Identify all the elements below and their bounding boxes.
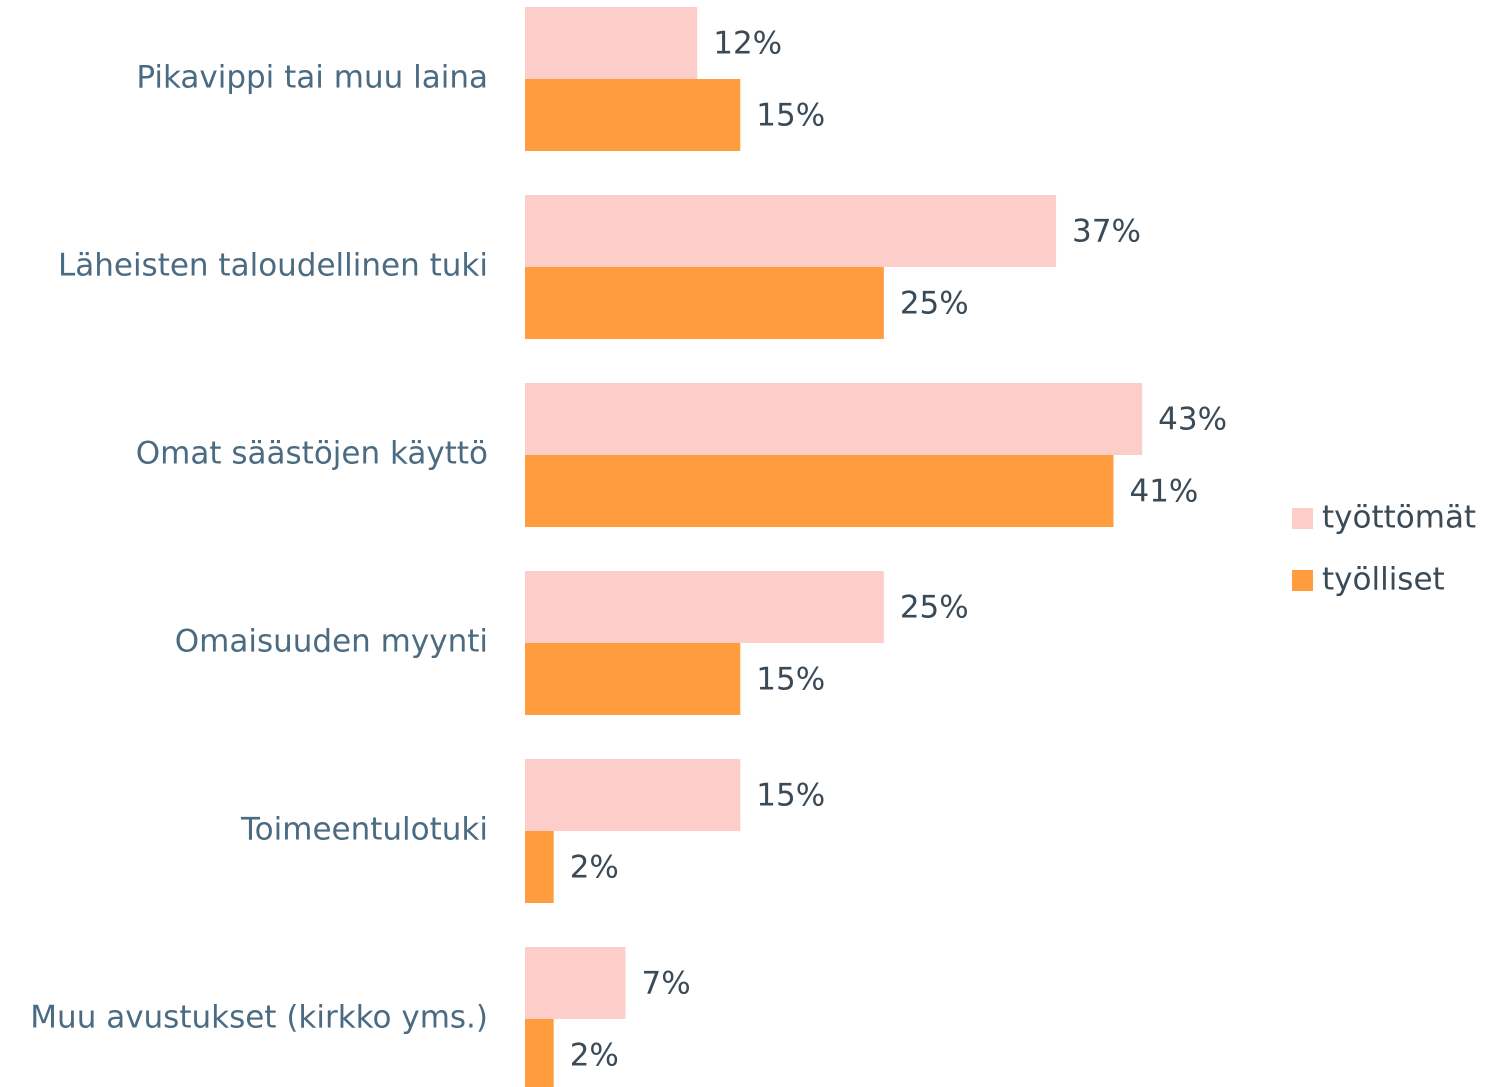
bar: [525, 79, 741, 151]
legend-label: työttömät: [1322, 500, 1476, 536]
bar: [525, 7, 698, 79]
value-label: 25%: [900, 590, 969, 626]
value-label: 15%: [756, 98, 825, 134]
legend-swatch: [1292, 508, 1313, 529]
value-label: 12%: [713, 26, 782, 62]
bar: [525, 571, 884, 643]
bar: [525, 831, 554, 903]
category-label: Muu avustukset (kirkko yms.): [30, 1000, 488, 1036]
bar: [525, 1019, 554, 1087]
value-label: 41%: [1129, 474, 1198, 510]
value-label: 37%: [1072, 214, 1141, 250]
legend-label: työlliset: [1322, 562, 1445, 598]
value-label: 2%: [570, 850, 619, 886]
category-label: Pikavippi tai muu laina: [136, 60, 488, 96]
bar: [525, 455, 1114, 527]
value-label: 15%: [756, 662, 825, 698]
value-label: 2%: [570, 1038, 619, 1074]
value-label: 15%: [756, 778, 825, 814]
value-label: 25%: [900, 286, 969, 322]
category-label: Omat säästöjen käyttö: [136, 436, 488, 472]
bar: [525, 267, 884, 339]
value-label: 7%: [641, 966, 690, 1002]
legend-swatch: [1292, 570, 1313, 591]
bar: [525, 947, 626, 1019]
category-label: Toimeentulotuki: [240, 812, 488, 848]
value-label: 43%: [1158, 402, 1227, 438]
bar: [525, 195, 1057, 267]
bar: [525, 759, 741, 831]
bar: [525, 383, 1143, 455]
category-label: Läheisten taloudellinen tuki: [58, 248, 488, 284]
bar: [525, 643, 741, 715]
category-label: Omaisuuden myynti: [175, 624, 488, 660]
